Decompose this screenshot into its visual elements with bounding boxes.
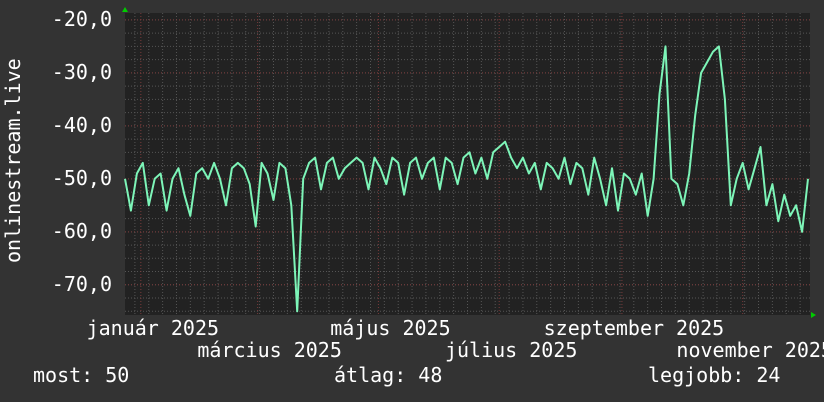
series-line <box>124 45 809 313</box>
x-tick-label: január 2025 <box>86 316 220 340</box>
x-tick-label: március 2025 <box>197 338 342 362</box>
x-tick-label: július 2025 <box>444 338 578 362</box>
y-axis-arrow-icon <box>122 7 128 12</box>
y-tick-label: -40,0 <box>51 112 112 137</box>
stat-current: most: 50 <box>33 363 130 387</box>
x-axis-arrow-icon <box>811 312 816 318</box>
y-tick-label: -20,0 <box>51 6 112 31</box>
y-tick-label: -60,0 <box>51 218 112 243</box>
y-tick-label: -50,0 <box>51 165 112 190</box>
x-tick-label: május 2025 <box>330 316 451 340</box>
x-tick-label: november 2025 <box>676 338 824 362</box>
stat-average: átlag: 48 <box>334 363 443 387</box>
stat-best: legjobb: 24 <box>648 363 781 387</box>
y-tick-label: -30,0 <box>51 59 112 84</box>
y-tick-label: -70,0 <box>51 271 112 296</box>
y-axis-title: onlinestream.live <box>1 58 25 263</box>
x-tick-label: szeptember 2025 <box>543 316 725 340</box>
